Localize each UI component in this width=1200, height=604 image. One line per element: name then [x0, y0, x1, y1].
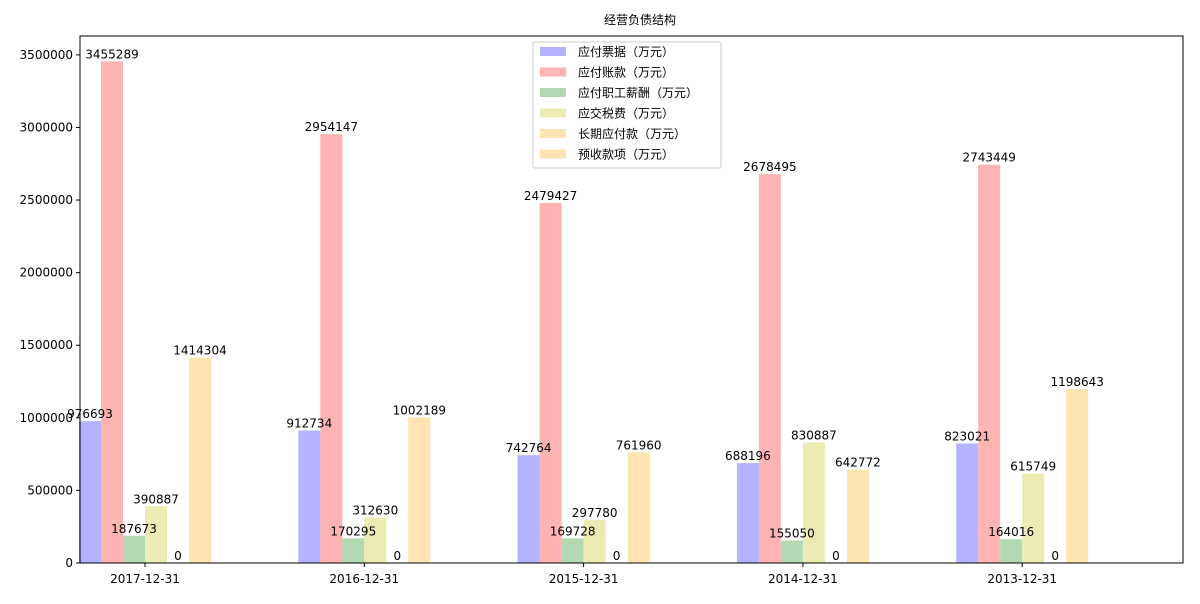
- y-axis: 0 500000 1000000 1500000 2000000 2500000 30000…: [20, 48, 80, 570]
- bar-0-2: [517, 455, 540, 563]
- legend-label-0: 应付票据（万元）: [578, 44, 674, 59]
- legend-swatch-5: [540, 149, 566, 159]
- data-label-0-2: 742764: [506, 441, 552, 455]
- x-tick-label: 2014-12-31: [768, 572, 838, 586]
- bar-1-4: [978, 164, 1001, 563]
- legend-label-3: 应交税费（万元）: [578, 106, 674, 121]
- bar-0-1: [298, 430, 321, 563]
- bar-2-1: [342, 538, 365, 563]
- data-label-1-4: 2743449: [962, 151, 1015, 165]
- y-tick-label: 500000: [27, 483, 73, 497]
- y-tick-label: 3000000: [20, 120, 73, 134]
- y-tick-label: 2500000: [20, 193, 73, 207]
- data-label-2-2: 169728: [550, 524, 596, 538]
- chart-title: 经营负债结构: [604, 12, 676, 27]
- bar-5-4: [1066, 388, 1089, 563]
- legend-swatch-3: [540, 108, 566, 118]
- data-labels-layer: 976693 3455289 187673 390887 0 1414304 912734 2…: [67, 47, 1104, 563]
- y-tick-label: 0: [65, 556, 73, 570]
- data-label-3-2: 297780: [572, 506, 618, 520]
- y-tick-label: 3500000: [20, 48, 73, 62]
- legend-label-4: 长期应付款（万元）: [578, 126, 686, 141]
- data-label-3-4: 615749: [1010, 460, 1056, 474]
- bar-2-2: [561, 538, 584, 563]
- data-label-4-3: 0: [832, 549, 840, 563]
- legend-label-5: 预收款项（万元）: [578, 148, 674, 162]
- x-tick-label: 2015-12-31: [549, 572, 619, 586]
- y-tick-label: 2000000: [20, 266, 73, 280]
- data-label-5-0: 1414304: [173, 344, 226, 358]
- x-tick-label: 2013-12-31: [987, 572, 1057, 586]
- legend-swatch-0: [540, 47, 566, 56]
- x-tick-label: 2016-12-31: [329, 572, 399, 586]
- bar-3-0: [145, 506, 167, 563]
- legend-swatch-2: [540, 88, 566, 97]
- bar-1-1: [320, 134, 343, 564]
- data-label-2-4: 164016: [988, 525, 1034, 539]
- data-label-0-4: 823021: [944, 430, 990, 444]
- bar-5-1: [408, 417, 431, 563]
- bar-0-3: [736, 463, 759, 563]
- bar-5-2: [627, 452, 650, 563]
- legend: 应付票据（万元） 应付账款（万元） 应付职工薪酬（万元） 应交税费（万元） 长期应付款（…: [532, 41, 722, 169]
- data-label-2-1: 170295: [330, 524, 376, 538]
- bar-3-4: [1022, 473, 1045, 563]
- bar-5-3: [846, 469, 869, 563]
- bar-1-3: [758, 174, 781, 563]
- data-label-5-4: 1198643: [1050, 375, 1103, 389]
- bar-3-3: [802, 442, 825, 563]
- bar-2-3: [780, 540, 803, 563]
- legend-box: [532, 41, 722, 169]
- data-label-0-3: 688196: [725, 449, 771, 463]
- legend-label-2: 应付职工薪酬（万元）: [578, 85, 698, 100]
- data-label-0-1: 912734: [286, 416, 332, 430]
- y-tick-label: 1000000: [20, 411, 73, 425]
- bar-2-0: [123, 535, 145, 563]
- legend-label-1: 应付账款（万元）: [578, 65, 674, 80]
- data-label-4-2: 0: [613, 549, 621, 563]
- data-label-5-1: 1002189: [393, 404, 446, 418]
- data-label-1-0: 3455289: [85, 47, 138, 61]
- x-axis: 2017-12-31 2016-12-31 2015-12-31 2014-12-31…: [110, 563, 1057, 586]
- data-label-5-3: 642772: [835, 456, 881, 470]
- data-label-3-0: 390887: [133, 492, 179, 506]
- bar-3-1: [364, 517, 387, 563]
- data-label-0-0: 976693: [67, 407, 113, 421]
- data-label-1-1: 2954147: [305, 120, 358, 134]
- data-label-5-2: 761960: [616, 438, 662, 452]
- x-tick-label: 2017-12-31: [110, 572, 180, 586]
- plot-frame: [79, 35, 1184, 564]
- data-label-4-1: 0: [393, 549, 401, 563]
- y-tick-label: 1500000: [20, 338, 73, 352]
- data-label-2-3: 155050: [769, 526, 815, 540]
- data-label-3-3: 830887: [791, 428, 837, 442]
- legend-swatch-1: [540, 67, 566, 77]
- data-label-1-3: 2678495: [743, 160, 796, 174]
- data-label-4-4: 0: [1051, 549, 1059, 563]
- bar-5-0: [189, 357, 211, 563]
- data-label-2-0: 187673: [111, 522, 157, 536]
- data-label-4-0: 0: [174, 549, 182, 563]
- bar-3-2: [583, 519, 606, 563]
- bar-2-4: [1000, 539, 1023, 563]
- bar-0-4: [956, 443, 979, 563]
- bar-1-0: [101, 61, 123, 563]
- bar-0-0: [79, 421, 101, 563]
- data-label-1-2: 2479427: [524, 189, 577, 203]
- legend-swatch-4: [540, 129, 566, 138]
- data-label-3-1: 312630: [352, 504, 398, 518]
- bar-1-2: [539, 203, 562, 563]
- bars-layer: [79, 61, 1089, 564]
